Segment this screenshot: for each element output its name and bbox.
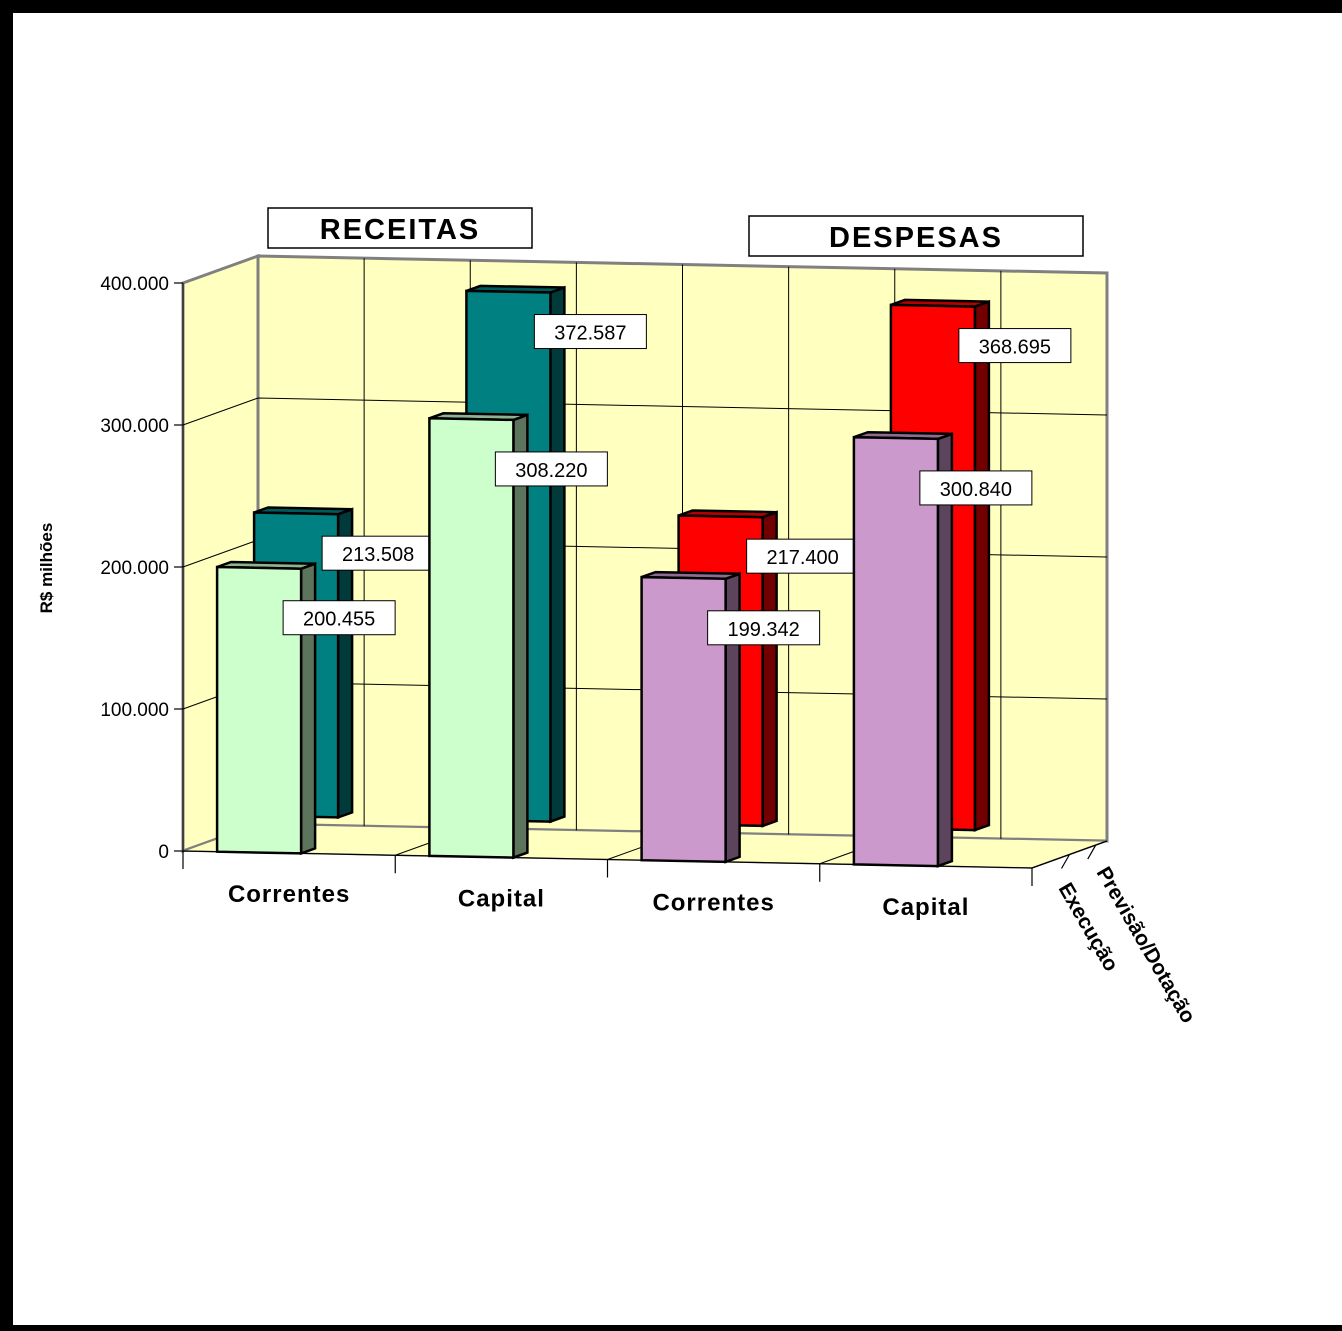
- bar-s0-c0-front: [215, 565, 303, 855]
- group-title-box-1: [748, 215, 1084, 257]
- bar-s1-c1-side: [549, 285, 566, 824]
- group-title-box-0: [267, 207, 533, 249]
- x-tick-label-3: Capital: [882, 894, 969, 921]
- data-label-s1-c0-text: 213.508: [342, 544, 414, 566]
- bar-s0-c3: [852, 430, 954, 868]
- data-label-s1-c2-text: 217.400: [766, 547, 838, 569]
- data-label-s1-c3-box: [958, 328, 1072, 364]
- data-label-s0-c0-box: [282, 600, 396, 636]
- bar-s0-c1-front: [428, 417, 515, 859]
- data-label-s0-c0-text: 200.455: [303, 609, 375, 631]
- y-tick-label-0: 0: [158, 842, 169, 863]
- bar-s0-c2-front: [640, 575, 727, 864]
- y-tick-label-3: 300.000: [100, 416, 169, 437]
- data-label-s1-c2-box: [746, 538, 860, 574]
- data-label-s1-c1-text: 372.587: [554, 323, 626, 345]
- bar-s0-c3-front: [852, 435, 940, 868]
- bar-s1-c3-side: [973, 299, 991, 832]
- data-label-s0-c2-text: 199.342: [727, 619, 799, 641]
- data-label-s1-c1: 372.587: [533, 314, 647, 350]
- data-label-s0-c3-box: [919, 470, 1033, 506]
- data-label-s0-c0: 200.455: [282, 600, 396, 636]
- data-label-s0-c1: 308.220: [494, 451, 608, 487]
- y-tick-label-2: 200.000: [100, 558, 169, 579]
- group-title-text-1: DESPESAS: [829, 222, 1003, 254]
- group-title-1: DESPESAS: [748, 215, 1084, 257]
- data-label-s0-c3: 300.840: [919, 470, 1033, 506]
- data-label-s0-c2-box: [707, 610, 821, 646]
- bar-s0-c1: [428, 412, 529, 860]
- data-label-s1-c1-box: [533, 314, 647, 350]
- data-label-s1-c0-box: [321, 535, 435, 571]
- y-axis-label: R$ milhões: [37, 523, 56, 614]
- data-label-s0-c2: 199.342: [707, 610, 821, 646]
- x-tick-label-0: Correntes: [228, 881, 350, 908]
- y-tick-label-4: 400.000: [100, 274, 169, 295]
- gridline-3: [182, 397, 1108, 426]
- depth-tick-0: [1060, 854, 1071, 869]
- data-label-s1-c3-text: 368.695: [979, 337, 1051, 359]
- x-tick-label-1: Capital: [458, 885, 545, 912]
- data-label-s0-c1-box: [494, 451, 608, 487]
- data-label-s0-c3-text: 300.840: [940, 479, 1012, 501]
- x-tick-label-2: Correntes: [652, 890, 774, 917]
- group-title-0: RECEITAS: [267, 207, 533, 249]
- data-label-s0-c1-text: 308.220: [515, 460, 587, 482]
- data-label-s1-c2: 217.400: [746, 538, 860, 574]
- group-title-text-0: RECEITAS: [320, 214, 480, 246]
- data-label-s1-c0: 213.508: [321, 535, 435, 571]
- bar-s0-c0: [215, 560, 317, 856]
- y-tick-label-1: 100.000: [100, 700, 169, 721]
- data-label-s1-c3: 368.695: [958, 328, 1072, 364]
- depth-tick-1: [1087, 844, 1097, 860]
- bar-s0-c2: [640, 570, 741, 864]
